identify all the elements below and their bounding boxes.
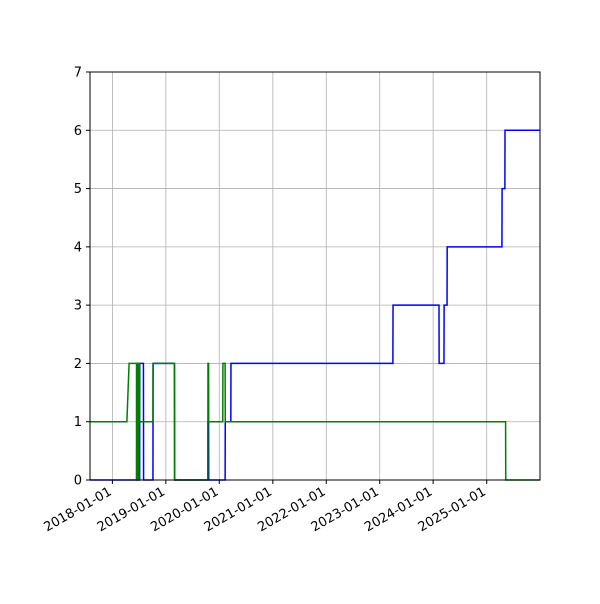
plot-frame <box>89 71 541 481</box>
x-axis: 2018-01-012019-01-012020-01-012021-01-01… <box>41 480 489 535</box>
y-axis: 0 1 2 3 4 5 6 7 <box>74 66 90 489</box>
y-tick-label: 2 <box>74 357 82 372</box>
y-tick-label: 7 <box>74 66 82 81</box>
y-tick-label: 5 <box>74 182 82 197</box>
grid-lines <box>90 71 540 481</box>
y-tick-label: 4 <box>74 240 82 255</box>
y-tick-label: 0 <box>74 474 82 489</box>
y-tick-label: 3 <box>74 299 82 314</box>
y-tick-label: 1 <box>74 415 82 430</box>
y-tick-label: 6 <box>74 124 82 139</box>
